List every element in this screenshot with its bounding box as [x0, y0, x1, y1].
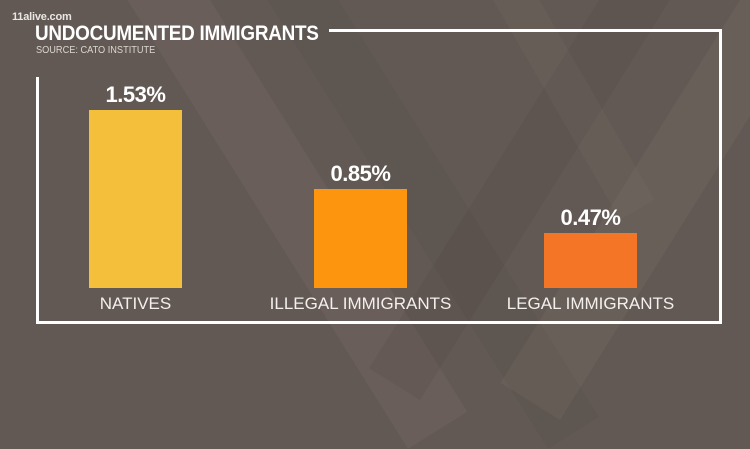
bar-value-natives: 1.53%: [105, 82, 166, 107]
chart-source: SOURCE: CATO INSTITUTE: [36, 45, 156, 56]
bar-label-legal-immigrants: LEGAL IMMIGRANTS: [506, 294, 675, 313]
bar-value-illegal-immigrants: 0.85%: [330, 161, 391, 186]
station-logo: 11alive.com: [12, 11, 72, 23]
chart-title: UNDOCUMENTED IMMIGRANTS: [35, 22, 319, 45]
bar-legal-immigrants: [544, 233, 637, 288]
bar-illegal-immigrants: [314, 189, 407, 288]
bar-label-natives: NATIVES: [99, 294, 172, 313]
frame-right-line: [719, 29, 722, 324]
background-stripe: [470, 0, 655, 220]
background-stripe: [369, 0, 738, 401]
bar-label-illegal-immigrants: ILLEGAL IMMIGRANTS: [269, 294, 452, 313]
frame-left-line: [36, 77, 39, 324]
frame-top-line: [329, 29, 722, 32]
bar-natives: [89, 110, 182, 288]
frame-bottom-line: [36, 321, 722, 324]
bar-value-legal-immigrants: 0.47%: [560, 205, 621, 230]
